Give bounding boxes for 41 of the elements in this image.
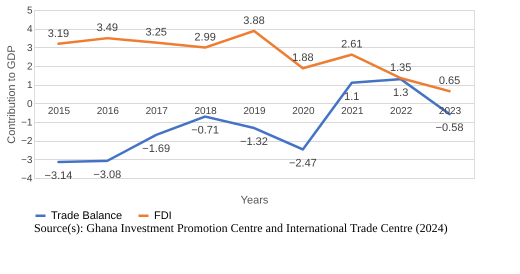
data-label: 2.99	[194, 32, 216, 44]
data-label: −2.47	[288, 157, 317, 170]
y-tick-label: 2	[26, 62, 33, 72]
data-label: −1.32	[240, 136, 268, 148]
x-tick-label: 2021	[341, 106, 364, 117]
data-label: 1.88	[292, 52, 314, 64]
x-tick-label: 2018	[194, 106, 218, 117]
x-tick-label: 2019	[243, 106, 266, 117]
y-tick-label: −2	[21, 136, 33, 148]
x-axis-title: Years	[240, 194, 269, 206]
legend-label: Trade Balance	[51, 210, 122, 222]
x-tick-label: 2020	[292, 106, 315, 117]
data-label: 3.49	[96, 22, 118, 34]
data-label: 3.88	[243, 14, 265, 27]
data-label: 1.1	[344, 90, 360, 103]
data-label: 3.19	[48, 28, 70, 40]
legend-label: FDI	[154, 210, 172, 222]
x-tick-label: 2022	[390, 106, 413, 117]
source-note: Source(s): Ghana Investment Promotion Centre and International Trade Centre (2024)	[34, 221, 448, 235]
data-label: 0.65	[438, 75, 460, 88]
x-tick-label: 2017	[146, 106, 168, 117]
y-tick-label: −1	[21, 118, 33, 128]
data-label: 1.35	[390, 62, 412, 74]
y-tick-label: 4	[26, 24, 33, 36]
data-label: 3.25	[146, 26, 167, 39]
y-tick-label: −4	[21, 174, 33, 184]
data-label: 2.61	[341, 38, 362, 51]
data-label: −3.14	[44, 170, 72, 182]
y-tick-label: −3	[21, 154, 33, 166]
data-label: −0.71	[191, 124, 220, 137]
data-label: −3.08	[93, 168, 122, 181]
x-tick-label: 2016	[96, 106, 120, 117]
data-label: −1.69	[142, 142, 170, 155]
y-tick-label: 1	[26, 80, 33, 92]
data-label: 1.3	[393, 87, 408, 100]
x-tick-label: 2015	[48, 106, 71, 117]
y-axis-title: Contribution to GDP	[6, 45, 18, 144]
data-label: −0.58	[436, 122, 464, 134]
y-tick-label: 3	[26, 42, 33, 54]
y-tick-label: 0	[26, 98, 33, 110]
y-tick-label: 5	[26, 6, 33, 16]
